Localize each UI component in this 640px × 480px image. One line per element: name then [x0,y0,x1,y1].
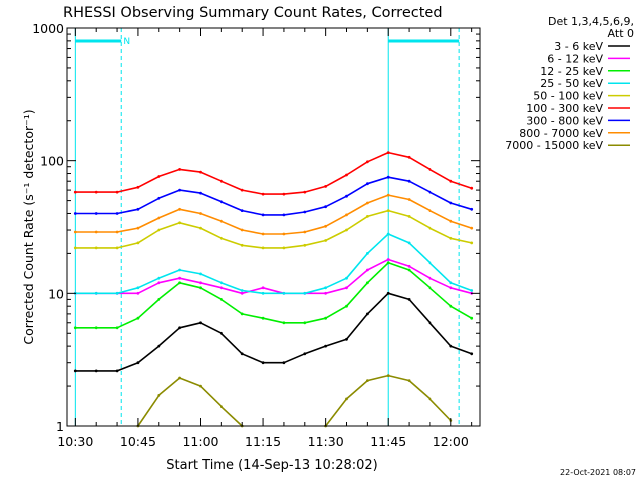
chart-title: RHESSI Observing Summary Count Rates, Co… [63,5,443,21]
annotation-label-1: N [123,37,130,47]
series-line-2-segment-0 [75,261,473,329]
legend-label-6: 300 - 800 keV [526,114,603,127]
series-line-3-segment-0 [75,233,472,295]
legend-label-0: 3 - 6 keV [554,40,603,53]
x-tick-label-0: 10:30 [57,434,93,449]
x-axis-label: Start Time (14-Sep-13 10:28:02) [166,458,377,473]
x-tick-label-1: 10:45 [120,434,156,449]
series-layer [73,151,474,428]
generated-timestamp: 22-Oct-2021 08:07 [560,468,636,477]
x-tick-label-6: 12:00 [433,434,469,449]
series-line-6-segment-0 [75,176,472,216]
series-line-5-segment-0 [75,151,472,195]
x-tick-label-5: 11:45 [370,434,406,449]
y-tick-label-3: 1000 [32,21,64,36]
y-tick-label-2: 100 [40,154,64,169]
legend-label-2: 12 - 25 keV [540,65,603,78]
x-tick-label-4: 11:30 [308,434,344,449]
legend-label-3: 25 - 50 keV [540,77,603,90]
legend-header-line-2: Att 0 [608,27,634,40]
y-axis-label: Corrected Count Rate (s⁻¹ detector⁻¹) [21,109,36,344]
plot-frame [66,27,481,427]
series-line-8-segment-1 [324,374,452,427]
series-line-1-segment-0 [75,258,472,295]
legend-label-1: 6 - 12 keV [547,52,603,65]
legend-label-8: 7000 - 15000 keV [505,139,603,152]
y-tick-label-1: 10 [48,286,64,301]
axis-layer: 10:30 10:45 11:00 11:15 11:30 11:45 12:00 1 10 10… [32,21,480,449]
x-tick-label-3: 11:15 [245,434,281,449]
series-line-7-segment-0 [75,194,472,235]
series-line-8-segment-0 [137,377,243,427]
series-line-0-segment-0 [75,292,472,372]
legend-label-5: 100 - 300 keV [526,102,603,115]
marker-layer: N [74,28,460,426]
legend-label-4: 50 - 100 keV [533,90,603,103]
x-tick-label-2: 11:00 [182,434,218,449]
legend-label-7: 800 - 7000 keV [519,127,603,140]
legend-header-line-1: Det 1,3,4,5,6,9, [548,15,634,28]
series-line-4-segment-0 [75,209,472,249]
y-tick-label-0: 1 [56,419,64,434]
